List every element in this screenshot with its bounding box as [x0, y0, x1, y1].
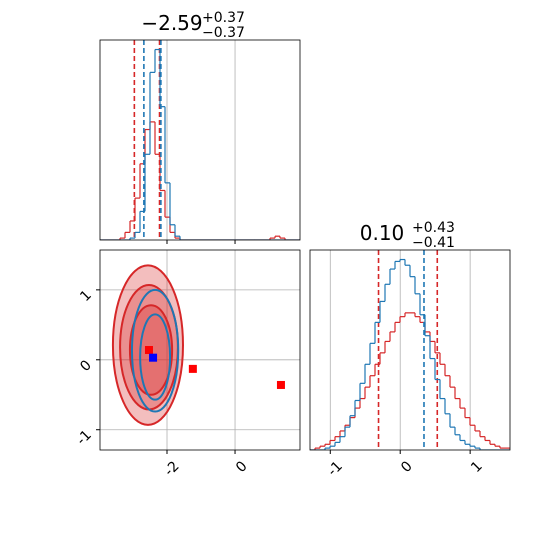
hist-riser — [324, 259, 481, 450]
contour — [130, 288, 180, 413]
title-lower: −0.41 — [412, 235, 455, 251]
panel — [100, 40, 300, 240]
hist-riser — [119, 121, 286, 240]
title-upper: +0.43 — [412, 220, 455, 236]
marker — [188, 364, 197, 373]
x-tick-label: 0 — [398, 458, 416, 476]
x-tick-label: 0 — [233, 458, 251, 476]
x-tick-label: -2 — [161, 458, 182, 479]
title-upper: +0.37 — [202, 10, 245, 26]
panel — [100, 250, 300, 450]
y-tick-label: 1 — [77, 287, 95, 305]
frame — [99, 39, 301, 241]
marker — [149, 353, 158, 362]
x-tick-label: -1 — [325, 458, 346, 479]
panel-title: −2.59 — [141, 11, 202, 35]
frame — [309, 249, 511, 451]
title-value: 0.10 — [360, 221, 405, 245]
contour — [139, 313, 172, 401]
panel-title: 0.10 — [360, 221, 405, 245]
title-lower: −0.37 — [202, 25, 245, 41]
hist-riser — [129, 49, 181, 240]
hist-riser — [314, 312, 501, 450]
panel — [310, 250, 510, 450]
title-value: −2.59 — [141, 11, 202, 35]
y-tick-label: 0 — [77, 357, 95, 375]
marker — [144, 346, 153, 354]
x-tick-label: 1 — [468, 458, 486, 476]
marker — [276, 380, 285, 389]
y-tick-label: -1 — [74, 427, 95, 448]
frame — [99, 249, 301, 451]
